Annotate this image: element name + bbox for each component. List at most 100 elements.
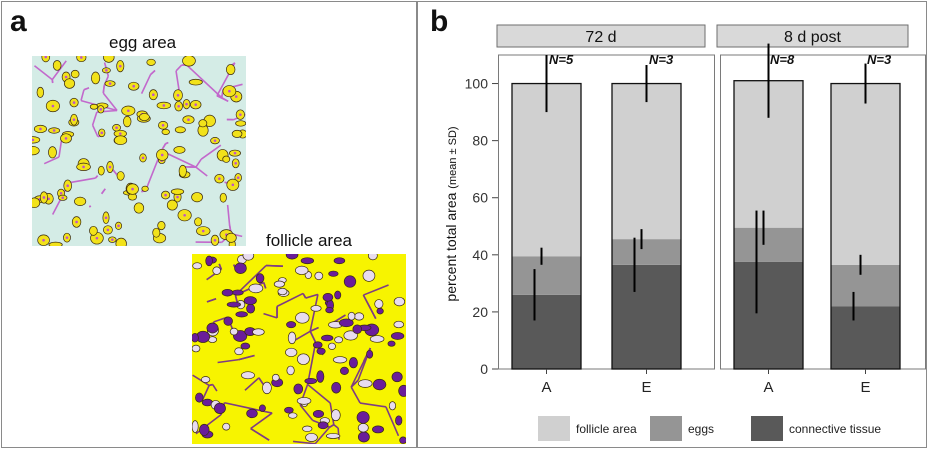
egg-cell — [229, 327, 239, 336]
y-tick-label: 0 — [480, 361, 488, 377]
egg-nucleus — [176, 93, 180, 97]
egg-cell — [63, 78, 76, 89]
egg-cell — [138, 113, 150, 121]
stacked-bar-chart: 0 20 40 60 80 100 percent total area (mean ± S… — [443, 24, 926, 441]
egg-cell — [115, 237, 127, 246]
tissue-strand — [314, 426, 331, 444]
panel-a-letter: a — [10, 5, 27, 38]
bar-segment-follicle-area — [831, 83, 900, 265]
tissue-strand — [305, 293, 319, 299]
y-tick-label: 100 — [465, 76, 489, 92]
egg-nucleus — [177, 104, 180, 108]
bar-segment-eggs — [734, 227, 803, 262]
egg-cell — [243, 296, 257, 305]
egg-nucleus — [75, 220, 78, 224]
egg-cell — [246, 408, 258, 419]
egg-cell — [297, 353, 310, 365]
egg-nucleus — [99, 108, 103, 111]
bar-segment-connective-tissue — [831, 306, 900, 369]
egg-nucleus — [239, 113, 242, 116]
x-tick-label: E — [860, 379, 870, 396]
egg-nucleus — [32, 138, 35, 142]
egg-nucleus — [108, 165, 112, 169]
egg-cell — [300, 257, 315, 265]
egg-cell — [366, 349, 374, 359]
egg-cell — [89, 225, 98, 236]
egg-cell — [322, 293, 334, 302]
egg-cell — [284, 406, 294, 414]
tissue-strand — [102, 92, 118, 111]
egg-cell — [191, 192, 203, 203]
egg-nucleus — [65, 236, 69, 239]
egg-cell — [390, 332, 405, 340]
egg-nucleus — [106, 228, 110, 232]
n-label: N=3 — [867, 52, 892, 67]
tissue-strand — [333, 424, 339, 429]
egg-cell — [188, 78, 203, 86]
tissue-strand — [43, 156, 60, 165]
egg-cell — [97, 165, 105, 176]
egg-cell — [357, 379, 373, 388]
egg-cell — [36, 86, 45, 98]
follicle-area-caption: follicle area — [266, 231, 352, 250]
tissue-strand — [91, 124, 99, 137]
egg-nucleus — [108, 82, 112, 85]
egg-nucleus — [115, 126, 118, 130]
egg-cell — [354, 312, 365, 321]
egg-nucleus — [213, 239, 217, 242]
egg-cell — [372, 378, 387, 391]
egg-nucleus — [231, 183, 235, 187]
egg-nucleus — [194, 103, 198, 106]
egg-cell — [398, 384, 406, 397]
tissue-strand — [195, 158, 202, 168]
egg-cell — [348, 357, 358, 369]
tissue-strand — [266, 264, 283, 267]
tissue-strand — [302, 293, 307, 299]
y-axis-label: percent total area (mean ± SD) — [443, 126, 459, 301]
egg-cell — [225, 232, 237, 243]
tissue-strand — [69, 177, 96, 184]
egg-cell — [182, 56, 196, 67]
egg-nucleus — [234, 95, 238, 98]
egg-cell — [296, 397, 312, 405]
egg-cell — [343, 275, 357, 288]
egg-nucleus — [72, 118, 76, 121]
egg-nucleus — [118, 64, 122, 68]
egg-cell — [32, 197, 41, 209]
egg-nucleus — [218, 177, 221, 180]
egg-cell — [192, 333, 199, 343]
egg-cell — [222, 422, 231, 431]
egg-cell — [286, 365, 295, 376]
egg-nucleus — [132, 84, 136, 88]
egg-cell — [302, 425, 313, 432]
egg-cell — [32, 146, 40, 156]
egg-cell — [328, 270, 339, 277]
bar-segment-eggs — [612, 239, 681, 265]
egg-nucleus — [66, 184, 69, 187]
tissue-strand — [309, 294, 319, 332]
egg-cell — [170, 188, 185, 195]
egg-cell — [234, 347, 244, 356]
egg-cell — [219, 192, 227, 203]
egg-nucleus — [100, 131, 104, 135]
egg-cell — [198, 119, 208, 128]
tissue-strand — [309, 330, 317, 343]
egg-nucleus — [164, 193, 167, 197]
egg-cell — [273, 280, 285, 288]
tissue-strand — [385, 406, 400, 437]
tissue-strand — [363, 284, 389, 296]
egg-cell — [285, 347, 298, 357]
egg-cell — [173, 146, 186, 154]
egg-cell — [226, 301, 241, 308]
egg-cell — [391, 371, 403, 383]
tissue-strand — [350, 386, 361, 404]
egg-cell — [368, 254, 378, 261]
egg-nucleus — [52, 129, 56, 132]
egg-cell — [48, 241, 63, 246]
egg-cell — [221, 288, 234, 297]
egg-cell — [116, 171, 125, 181]
egg-nucleus — [176, 195, 179, 199]
egg-cell — [248, 283, 264, 294]
egg-cell — [114, 135, 128, 146]
tissue-strand — [83, 87, 90, 91]
